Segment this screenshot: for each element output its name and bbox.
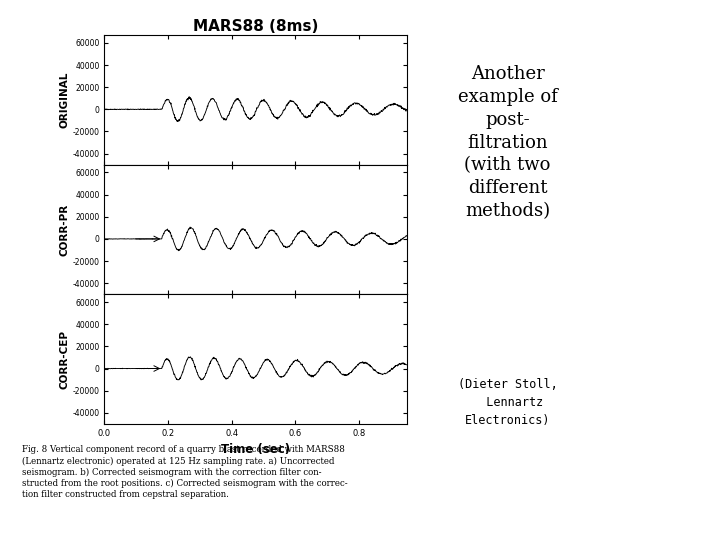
Y-axis label: ORIGINAL: ORIGINAL — [60, 72, 70, 128]
Text: (Dieter Stoll,
  Lennartz
Electronics): (Dieter Stoll, Lennartz Electronics) — [458, 378, 557, 427]
Y-axis label: CORR-PR: CORR-PR — [60, 204, 70, 255]
Y-axis label: CORR-CEP: CORR-CEP — [60, 329, 70, 389]
Text: Fig. 8 Vertical component record of a quarry blast recorded with MARS88
(Lennart: Fig. 8 Vertical component record of a qu… — [22, 446, 347, 500]
Text: Another
example of
post-
filtration
(with two
different
methods): Another example of post- filtration (wit… — [458, 65, 557, 220]
X-axis label: Time (sec): Time (sec) — [221, 443, 290, 456]
Title: MARS88 (8ms): MARS88 (8ms) — [193, 19, 318, 34]
